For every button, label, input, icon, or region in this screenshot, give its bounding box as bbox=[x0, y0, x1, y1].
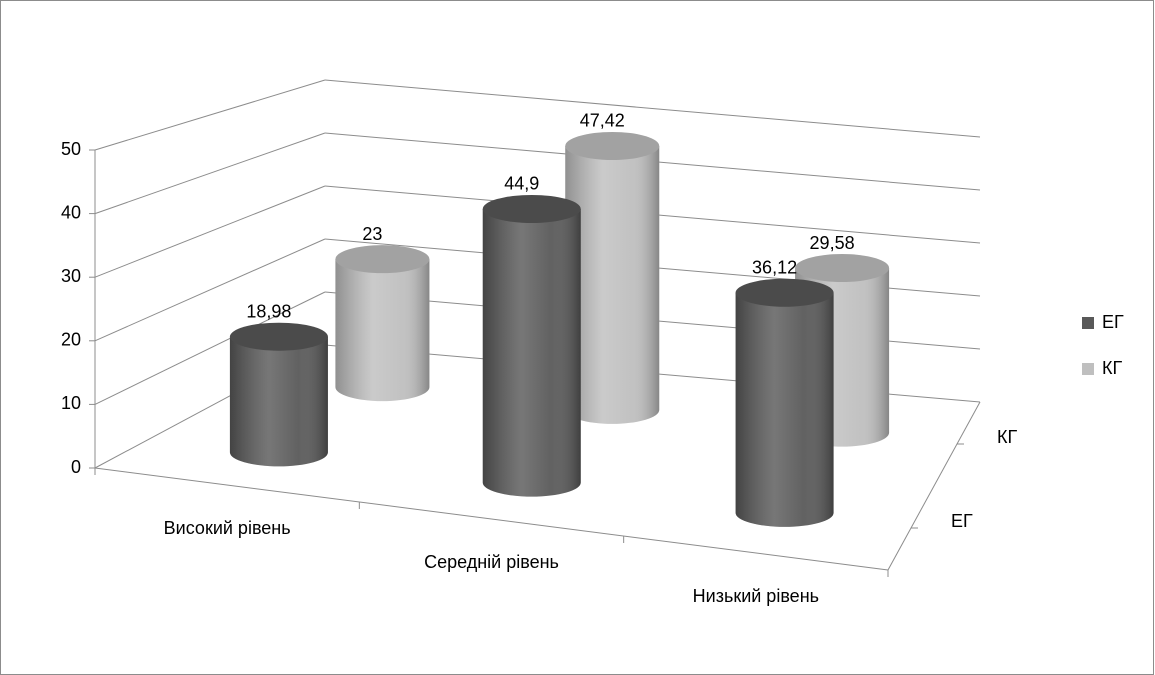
cylinder-shade bbox=[335, 259, 430, 402]
cylinder-top bbox=[229, 322, 328, 351]
cylinder-top-shade bbox=[229, 322, 328, 351]
cylinder-top-shade bbox=[795, 254, 890, 283]
grid-line bbox=[324, 79, 981, 138]
cylinder-top-shade bbox=[482, 194, 581, 223]
depth-axis bbox=[887, 401, 981, 571]
legend-swatch bbox=[1082, 363, 1094, 375]
value-label: 29,58 bbox=[810, 233, 855, 253]
grid-line bbox=[94, 185, 326, 278]
value-label: 47,42 bbox=[580, 111, 625, 131]
cylinder-top-shade bbox=[565, 131, 660, 160]
y-tick-label: 20 bbox=[61, 330, 81, 350]
x-tick-label: Високий рівень bbox=[164, 518, 291, 538]
legend-label: ЕГ bbox=[1102, 312, 1124, 332]
legend-swatch bbox=[1082, 317, 1094, 329]
x-axis bbox=[94, 467, 889, 571]
cylinder-shade bbox=[735, 292, 834, 527]
grid-line bbox=[94, 291, 326, 405]
cylinder-top bbox=[482, 194, 581, 223]
grid-line bbox=[94, 79, 326, 151]
cylinder-shade bbox=[482, 208, 581, 497]
y-tick-label: 40 bbox=[61, 202, 81, 222]
cylinder-top bbox=[335, 245, 430, 274]
value-label: 44,9 bbox=[504, 174, 539, 194]
y-tick-label: 50 bbox=[61, 139, 81, 159]
cylinder-top-shade bbox=[335, 245, 430, 274]
cylinder-top bbox=[565, 131, 660, 160]
legend-label: КГ bbox=[1102, 358, 1122, 378]
x-tick-label: Середній рівень bbox=[424, 552, 559, 572]
grid-line bbox=[94, 132, 326, 215]
y-tick-label: 10 bbox=[61, 393, 81, 413]
depth-label: КГ bbox=[997, 427, 1017, 447]
cylinder-top-shade bbox=[735, 278, 834, 307]
value-label: 18,98 bbox=[246, 301, 291, 321]
depth-label: ЕГ bbox=[951, 511, 973, 531]
value-label: 23 bbox=[362, 224, 382, 244]
y-tick-label: 30 bbox=[61, 266, 81, 286]
cylinder-top bbox=[795, 254, 890, 283]
x-tick-label: Низький рівень bbox=[693, 586, 819, 606]
cylinder-shade bbox=[229, 336, 328, 467]
grid-line bbox=[94, 238, 326, 342]
cylinder-top bbox=[735, 278, 834, 307]
cylinder-shade bbox=[565, 145, 660, 424]
y-tick-label: 0 bbox=[71, 457, 81, 477]
value-label: 36,12 bbox=[752, 257, 797, 277]
